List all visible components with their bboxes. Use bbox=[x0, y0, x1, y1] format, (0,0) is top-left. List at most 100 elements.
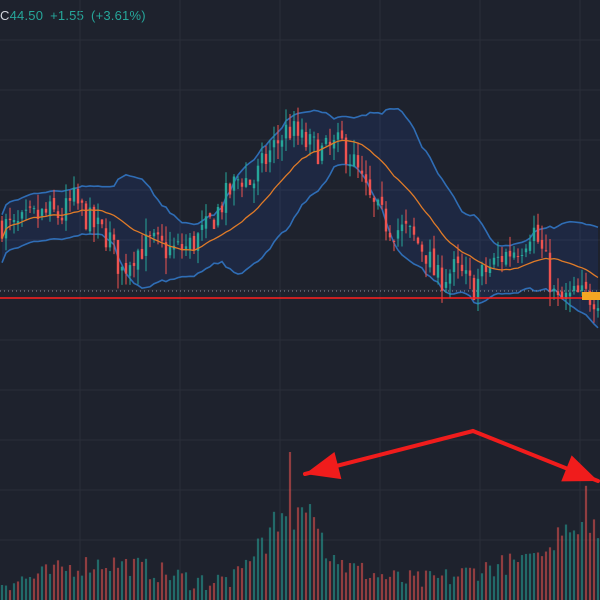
candle-up bbox=[564, 292, 568, 299]
volume-bar bbox=[176, 569, 180, 600]
candle-down bbox=[432, 248, 436, 276]
volume-bar bbox=[272, 511, 276, 600]
volume-bar bbox=[244, 559, 248, 600]
candle-down bbox=[392, 241, 396, 243]
volume-bar bbox=[556, 527, 560, 600]
volume-bar bbox=[296, 507, 300, 600]
volume-bar bbox=[92, 569, 96, 600]
candle-up bbox=[476, 278, 480, 298]
candle-down bbox=[104, 228, 108, 248]
candle-down bbox=[240, 182, 244, 187]
volume-bar bbox=[252, 556, 256, 600]
volume-bar bbox=[420, 586, 424, 600]
candle-down bbox=[484, 265, 488, 273]
candle-up bbox=[324, 137, 328, 144]
volume-bar bbox=[144, 558, 148, 600]
candle-up bbox=[244, 178, 248, 187]
candle-down bbox=[116, 239, 120, 274]
volume-bar bbox=[164, 574, 168, 600]
volume-bar bbox=[140, 561, 144, 600]
candle-up bbox=[452, 259, 456, 273]
candle-up bbox=[312, 136, 316, 138]
candle-up bbox=[492, 257, 496, 265]
candle-down bbox=[340, 130, 344, 139]
candle-up bbox=[336, 132, 340, 140]
candle-down bbox=[412, 226, 416, 235]
candle-down bbox=[164, 242, 168, 259]
volume-bar bbox=[208, 585, 212, 600]
volume-bar bbox=[388, 576, 392, 600]
annotation-arrows bbox=[303, 429, 600, 483]
candle-down bbox=[368, 179, 372, 196]
volume-bar bbox=[256, 538, 260, 600]
candle-down bbox=[424, 255, 428, 264]
volume-bar bbox=[20, 576, 24, 600]
candle-down bbox=[456, 256, 460, 264]
volume-bar bbox=[4, 585, 8, 600]
candle-up bbox=[128, 265, 132, 276]
volume-bar bbox=[228, 586, 232, 600]
volume-bar bbox=[184, 572, 188, 600]
candle-up bbox=[200, 224, 204, 230]
volume-bar bbox=[488, 565, 492, 600]
volume-bar bbox=[108, 570, 112, 600]
volume-bar bbox=[36, 573, 40, 600]
volume-bar bbox=[68, 564, 72, 600]
volume-bar bbox=[136, 557, 140, 600]
candle-down bbox=[84, 203, 88, 230]
volume-bar bbox=[0, 585, 4, 600]
volume-bar bbox=[472, 568, 476, 600]
candle-up bbox=[64, 198, 68, 221]
candle-up bbox=[308, 134, 312, 145]
candle-down bbox=[276, 140, 280, 144]
volume-bar bbox=[276, 531, 280, 600]
volume-bar bbox=[592, 519, 596, 600]
candle-down bbox=[52, 198, 56, 210]
candle-down bbox=[468, 270, 472, 276]
candle-up bbox=[232, 176, 236, 191]
bollinger-lower-band bbox=[1, 163, 599, 329]
volume-bar bbox=[408, 570, 412, 600]
candle-down bbox=[264, 153, 268, 164]
volume-bar bbox=[232, 569, 236, 600]
volume-bar bbox=[124, 558, 128, 600]
price-change-percent: (+3.61%) bbox=[91, 8, 146, 23]
volume-bars bbox=[0, 452, 600, 600]
candle-up bbox=[284, 124, 288, 139]
candle-up bbox=[16, 221, 20, 224]
volume-bar bbox=[284, 516, 288, 600]
candle-down bbox=[472, 277, 476, 300]
candle-down bbox=[536, 224, 540, 242]
volume-bar bbox=[104, 568, 108, 600]
volume-bar bbox=[524, 553, 528, 600]
volume-bar bbox=[516, 562, 520, 600]
candle-up bbox=[552, 288, 556, 292]
volume-bar bbox=[476, 580, 480, 600]
annotation-arrow-head bbox=[561, 455, 598, 482]
volume-bar bbox=[568, 532, 572, 600]
volume-bar bbox=[548, 547, 552, 600]
candle-down bbox=[140, 248, 144, 259]
candle-up bbox=[280, 140, 284, 147]
candle-down bbox=[288, 126, 292, 139]
candle-up bbox=[348, 164, 352, 167]
volume-bar bbox=[96, 559, 100, 600]
candle-up bbox=[12, 219, 16, 223]
candle-up bbox=[256, 165, 260, 182]
candle-down bbox=[384, 208, 388, 232]
candle-up bbox=[236, 179, 240, 181]
candle-down bbox=[560, 291, 564, 300]
candle-up bbox=[224, 182, 228, 213]
candle-up bbox=[352, 154, 356, 167]
candle-up bbox=[448, 273, 452, 284]
candle-down bbox=[540, 239, 544, 249]
candle-down bbox=[576, 285, 580, 293]
volume-bar bbox=[32, 578, 36, 600]
candle-up bbox=[520, 255, 524, 257]
candle-up bbox=[408, 225, 412, 227]
candle-up bbox=[196, 233, 200, 251]
volume-bar bbox=[100, 569, 104, 600]
candle-down bbox=[68, 198, 72, 201]
volume-bar bbox=[480, 573, 484, 600]
